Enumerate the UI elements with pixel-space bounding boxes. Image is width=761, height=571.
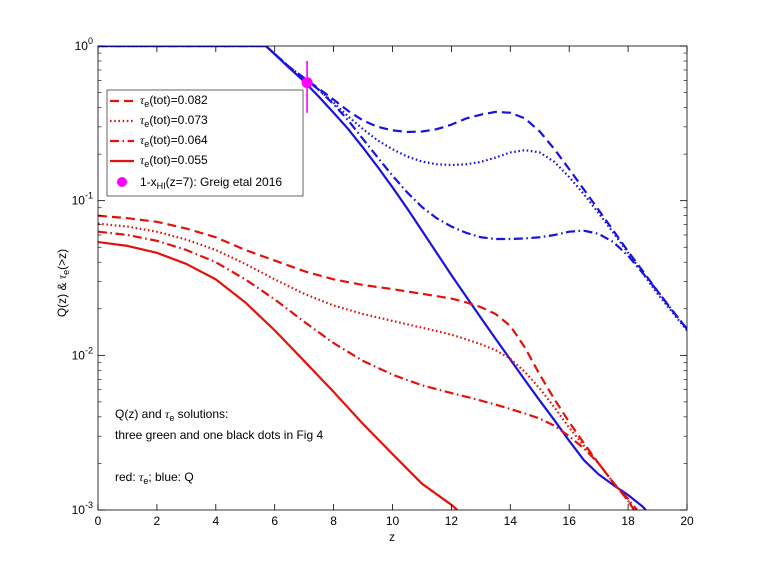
tick-labels: 0 2 4 6 8 10 12 14 16 18 20 100 10-1 10-2 10-3 [72,36,694,528]
series-line-7 [98,240,459,510]
legend-entry-4: 1-xHI(z=7): Greig etal 2016 [140,175,282,191]
series-layer [98,46,687,510]
y-tick-label-2: 10-2 [72,345,93,362]
x-axis-label: z [389,530,395,544]
x-tick-label-8: 16 [563,514,577,528]
legend-entry-3: τe(tot)=0.055 [140,153,208,169]
series-line-5 [98,222,635,510]
marker-point [301,77,313,89]
annotations: Q(z) and τe solutions: three green and o… [115,407,323,486]
x-tick-label-5: 10 [386,514,400,528]
y-tick-label-0: 100 [75,36,93,53]
y-tick-label-3: 10-3 [72,500,93,517]
x-tick-label-1: 2 [154,514,161,528]
legend-entry-2: τe(tot)=0.064 [140,133,208,149]
series-line-0 [98,46,687,330]
annotation-line-2: three green and one black dots in Fig 4 [115,428,323,442]
x-tick-label-4: 8 [330,514,337,528]
legend-entry-1: τe(tot)=0.073 [140,113,208,129]
series-line-6 [98,230,638,510]
series-line-4 [98,214,635,510]
x-tick-label-6: 12 [445,514,459,528]
annotation-line-3: red: τe; blue: Q [115,470,194,486]
series-line-2 [98,46,687,330]
legend-samples [110,99,134,187]
x-tick-label-10: 20 [680,514,694,528]
x-tick-label-0: 0 [95,514,102,528]
x-tick-label-3: 6 [271,514,278,528]
marker-layer [301,60,313,113]
y-tick-label-1: 10-1 [72,191,93,208]
ticks-layer [97,45,688,511]
annotation-line-1: Q(z) and τe solutions: [115,407,228,423]
x-tick-label-7: 14 [504,514,518,528]
legend: τe(tot)=0.082 τe(tot)=0.073 τe(tot)=0.06… [106,89,304,197]
y-axis-label: Q(z) & τe(>z) [55,249,71,317]
legend-entry-0: τe(tot)=0.082 [140,93,208,109]
series-line-3 [98,46,647,510]
x-tick-label-2: 4 [212,514,219,528]
x-tick-label-9: 18 [621,514,635,528]
legend-sample-4 [117,177,127,187]
legend-box [106,89,304,197]
